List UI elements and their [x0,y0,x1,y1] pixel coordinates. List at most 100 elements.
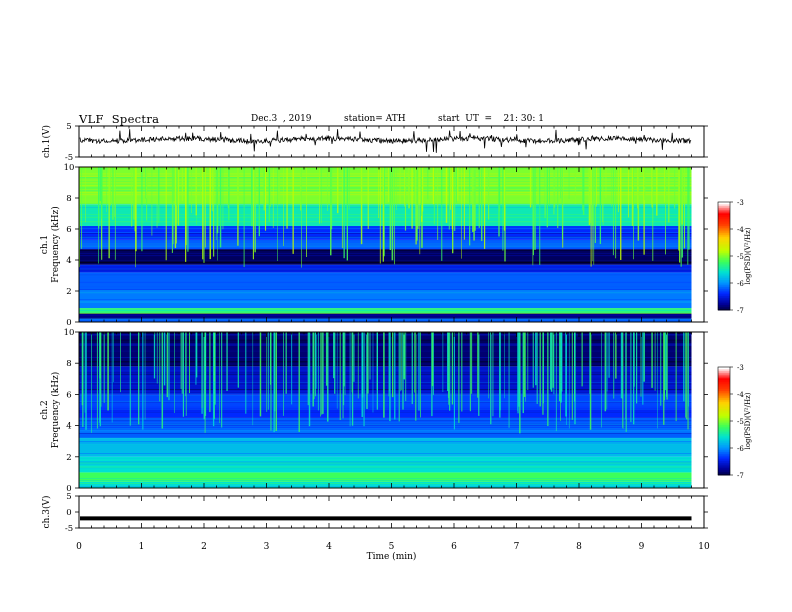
colorbar-cell [718,261,730,264]
colorbar-cell [718,239,730,243]
colorbar-cell [718,248,730,252]
colorbar-cell [718,218,730,221]
colorbar-cell [718,279,730,282]
colorbar-cell [718,288,730,291]
colorbar-cell [718,211,730,214]
colorbar-cell [718,399,730,402]
ch2-colorbar: -3 -4 -5 -6 -7 log(PSD)(V²/Hz) [717,364,752,480]
spectrogram-band [79,239,692,250]
colorbar-cell [718,466,730,469]
ch3-waveform-ylabel: ch.3(V) [41,496,52,529]
colorbar-cell [718,209,730,212]
colorbar-cell [718,386,730,390]
y-tick-label: -5 [65,153,73,163]
ch1-waveform-frame [78,125,705,158]
colorbar-cell [718,390,730,393]
colorbar-cell [718,419,730,422]
colorbar-tick-label: -7 [737,307,744,315]
y-tick-label: 10 [64,163,75,173]
colorbar-cell [718,435,730,438]
colorbar-cell [718,221,730,225]
colorbar-cell [718,448,730,451]
y-tick-label: 5 [66,492,71,502]
ch1-colorbar: -3 -4 -5 -6 -7 log(PSD)(V²/Hz) [717,199,752,315]
ch1-spectrogram-panel: 0 2 4 6 8 10 ch.1 Frequency (kHz) [40,163,708,328]
colorbar-cell [718,256,730,259]
y-tick-label: 0 [66,484,71,494]
colorbar-cell [718,462,730,465]
colorbar-cell [718,306,730,309]
colorbar-cell [718,455,730,458]
colorbar-cell [718,277,730,280]
y-tick-label: 8 [66,359,71,369]
colorbar-cell [718,437,730,440]
colorbar-tick-label: -3 [737,364,744,372]
colorbar-cell [718,225,730,228]
recording-date: Dec.3 , 2019 [251,114,312,124]
colorbar-cell [718,388,730,391]
spectrogram-band [79,472,692,482]
spectrogram-band [79,438,692,457]
colorbar-cell [718,446,730,449]
colorbar-cell [718,460,730,463]
colorbar-cell [718,281,730,284]
colorbar-cell [718,385,730,388]
x-tick-label: 3 [264,542,270,552]
colorbar-cell [718,410,730,413]
colorbar-cell [718,293,730,297]
colorbar-cell [718,297,730,300]
y-tick-label: 4 [66,256,71,266]
ch2-frequency-ylabel: Frequency (kHz) [50,372,61,449]
colorbar-cell [718,444,730,447]
ch1-spectrogram-frame [78,166,705,323]
colorbar-cell [718,370,730,373]
colorbar-cell [718,238,730,241]
x-tick-label: 1 [139,542,145,552]
spectrogram-band [79,264,692,273]
x-tick-label: 2 [201,542,207,552]
ch1-trace [79,129,692,153]
colorbar-cell [718,230,730,234]
colorbar-cell [718,243,730,246]
colorbar-cell [718,381,730,384]
colorbar-cell [718,223,730,226]
x-tick-label: 10 [698,542,710,552]
colorbar-tick-label: -7 [737,472,744,480]
colorbar-cell [718,227,730,230]
ch3-waveform-panel: 5 0 -5 ch.3(V) [41,492,708,534]
colorbar-cell [718,265,730,268]
colorbar-cell [718,241,730,244]
colorbar-cell [718,372,730,375]
colorbar-cell [718,415,730,418]
colorbar-cell [718,247,730,250]
colorbar-cell [718,214,730,217]
colorbar-cell [718,257,730,261]
ch1-channel-label: ch.1 [40,235,50,254]
colorbar-cell [718,424,730,427]
colorbar-cell [718,270,730,273]
y-tick-label: 10 [64,328,75,338]
time-axis: 0 1 2 3 4 5 6 7 8 9 10 Time (min) [76,542,710,562]
colorbar-cell [718,464,730,467]
x-tick-label: 6 [451,542,457,552]
colorbar-cell [718,212,730,216]
ch1-waveform-ylabel: ch.1(V) [41,125,52,158]
y-tick-label: 6 [66,390,71,400]
colorbar-cell [718,259,730,262]
x-tick-label: 8 [576,542,582,552]
colorbar-cell [718,471,730,474]
colorbar-cell [718,254,730,257]
colorbar-cell [718,286,730,289]
colorbar-cell [718,234,730,237]
colorbar-cell [718,413,730,417]
y-tick-label: 5 [66,122,71,132]
colorbar-label: log(PSD)(V²/Hz) [744,227,752,284]
spectrogram-band [79,332,692,367]
colorbar-cell [718,394,730,397]
colorbar-tick-label: -3 [737,199,744,207]
ch2-spectrogram-frame [78,331,705,489]
colorbar-cell [718,283,730,286]
colorbar-cell [718,368,730,372]
spectrogram-band [79,204,692,226]
